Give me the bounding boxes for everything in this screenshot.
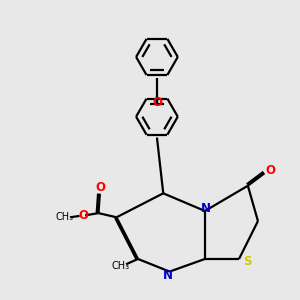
Text: CH₃: CH₃ (111, 261, 130, 271)
Text: O: O (78, 208, 88, 222)
Text: O: O (95, 181, 105, 194)
Text: S: S (243, 255, 252, 268)
Text: N: N (163, 269, 173, 282)
Text: O: O (152, 96, 162, 109)
Text: CH₃: CH₃ (56, 212, 74, 222)
Text: N: N (201, 202, 211, 215)
Text: O: O (266, 164, 276, 177)
